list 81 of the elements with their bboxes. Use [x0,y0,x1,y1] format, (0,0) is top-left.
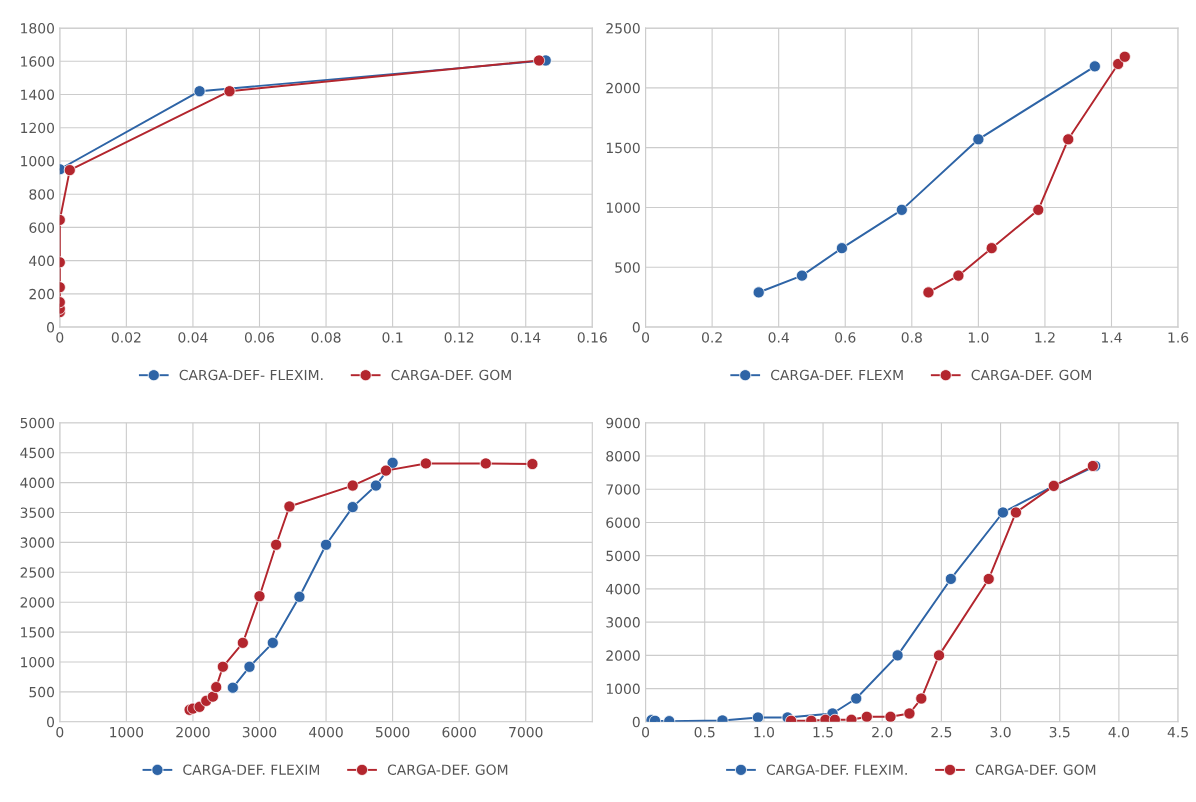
x-tick-label: 2.0 [872,726,893,738]
x-tick-label: 0.08 [311,332,341,343]
legend-label: CARGA-DEF. FLEXIM. [766,764,907,775]
x-tick-label: 0.06 [244,332,275,343]
y-tick-label: 7000 [606,484,640,495]
x-tick-label: 4.5 [1167,727,1188,738]
y-tick-label: 1800 [21,23,55,34]
y-tick-label: 1000 [21,155,55,167]
x-tick-label: 0 [642,726,650,738]
x-tick-label: 3.0 [990,726,1011,738]
x-tick-label: 0.8 [901,332,922,343]
x-tick-label: 2000 [176,726,210,738]
legend-label: CARGA-DEF- FLEXIM. [179,369,323,381]
x-tick-label: 4.0 [1108,726,1130,738]
y-tick-label: 2000 [606,82,640,94]
x-tick-label: 0 [56,332,64,343]
y-tick-label: 0 [47,716,55,728]
x-tick-label: 3000 [242,726,277,738]
y-tick-label: 9000 [606,417,640,429]
x-tick-label: 5000 [376,726,410,738]
x-tick-label: 0.1 [382,332,403,343]
y-tick-label: 3000 [606,617,640,628]
x-tick-label: 7000 [509,726,543,738]
x-tick-label: 0.6 [835,332,856,343]
y-tick-label: 1500 [606,142,640,154]
y-tick-label: 5000 [20,417,55,429]
x-tick-label: 2.5 [931,726,952,738]
y-tick-label: 800 [29,189,55,200]
y-tick-label: 1500 [21,627,55,638]
x-tick-label: 1.6 [1168,332,1189,343]
x-tick-label: 0.02 [111,332,141,343]
y-tick-label: 500 [615,262,640,273]
legend-label: CARGA-DEF. FLEXIM [183,764,320,775]
y-tick-label: 2500 [606,23,640,34]
y-tick-label: 0 [632,716,640,728]
x-tick-label: 6000 [442,726,476,738]
x-tick-label: 4000 [309,726,343,738]
y-tick-label: 1000 [21,656,55,668]
x-tick-label: 0.16 [577,332,607,343]
y-tick-label: 1000 [606,202,640,213]
x-tick-label: 0.04 [178,332,208,343]
x-tick-label: 1.0 [754,726,775,738]
y-tick-label: 600 [29,222,55,233]
y-tick-label: 6000 [606,517,640,528]
x-tick-label: 0 [56,726,64,738]
y-tick-label: 4000 [20,477,55,489]
x-tick-label: 0 [642,332,650,343]
y-tick-label: 3500 [20,507,55,518]
x-tick-label: 1.2 [1035,332,1055,343]
y-tick-label: 3000 [20,537,55,548]
x-tick-label: 1000 [110,726,144,738]
y-tick-label: 1000 [606,683,640,695]
x-tick-label: 0.2 [701,332,722,343]
x-tick-label: 1.5 [813,727,833,738]
x-tick-label: 0.5 [694,726,715,738]
y-tick-label: 2000 [606,650,640,661]
y-tick-label: 4500 [20,447,55,459]
y-tick-label: 500 [29,686,55,698]
y-tick-label: 5000 [606,550,640,562]
x-tick-label: 1.0 [968,332,989,343]
y-tick-label: 1400 [21,89,55,100]
legend-label: CARGA-DEF. GOM [975,764,1096,775]
legend-label: CARGA-DEF. FLEXM [771,369,903,381]
y-tick-label: 200 [29,288,55,300]
legend-label: CARGA-DEF. GOM [387,764,508,775]
x-tick-label: 0.4 [768,332,789,343]
y-tick-label: 8000 [606,450,640,462]
y-tick-label: 0 [47,322,55,333]
y-tick-label: 1600 [21,56,55,67]
legend-label: CARGA-DEF. GOM [391,369,511,381]
x-tick-label: 0.12 [444,332,474,343]
x-tick-label: 0.14 [511,332,541,343]
y-tick-label: 400 [29,255,55,267]
y-tick-label: 2000 [20,597,55,608]
x-tick-label: 3.5 [1049,726,1070,738]
y-tick-label: 0 [632,322,640,333]
legend-label: CARGA-DEF. GOM [971,369,1091,381]
y-tick-label: 4000 [606,583,640,595]
y-tick-label: 1200 [21,122,55,134]
y-tick-label: 2500 [20,567,55,578]
x-tick-label: 1.4 [1101,332,1122,343]
